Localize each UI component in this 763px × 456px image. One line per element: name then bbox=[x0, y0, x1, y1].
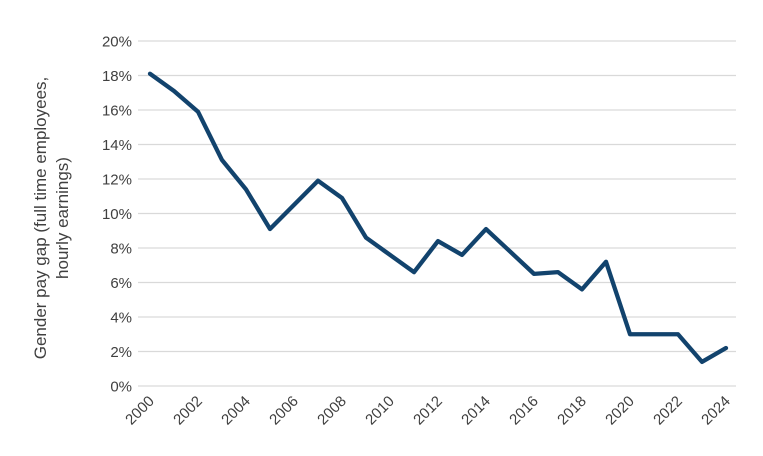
y-axis-title: Gender pay gap (full time employees, hou… bbox=[31, 77, 72, 360]
y-tick-label: 12% bbox=[102, 172, 132, 189]
y-tick-label: 0% bbox=[110, 379, 132, 396]
x-tick-label: 2006 bbox=[266, 393, 302, 429]
y-tick-label: 18% bbox=[102, 68, 132, 85]
y-axis-tick-labels: 0% 2% 4% 6% 8% 10% 12% 14% 16% 18% 20% bbox=[102, 34, 132, 396]
y-tick-label: 2% bbox=[110, 344, 132, 361]
y-tick-label: 4% bbox=[110, 310, 132, 327]
x-tick-label: 2022 bbox=[650, 393, 686, 429]
y-tick-label: 14% bbox=[102, 137, 132, 154]
x-tick-label: 2004 bbox=[218, 393, 254, 429]
y-tick-label: 10% bbox=[102, 206, 132, 223]
y-axis-title-line-1: Gender pay gap (full time employees, bbox=[31, 77, 50, 360]
x-tick-label: 2000 bbox=[122, 393, 158, 429]
x-axis-tick-labels: 2000 2002 2004 2006 2008 2010 2012 2014 2016 2018… bbox=[122, 393, 734, 429]
x-tick-label: 2016 bbox=[506, 393, 542, 429]
y-tick-label: 6% bbox=[110, 275, 132, 292]
pay-gap-line bbox=[147, 71, 729, 365]
x-tick-label: 2010 bbox=[362, 393, 398, 429]
x-tick-label: 2024 bbox=[698, 393, 734, 429]
x-tick-label: 2002 bbox=[170, 393, 206, 429]
x-tick-label: 2014 bbox=[458, 393, 494, 429]
y-axis-title-line-2: hourly earnings) bbox=[53, 157, 72, 279]
x-tick-label: 2018 bbox=[554, 393, 590, 429]
y-tick-label: 20% bbox=[102, 34, 132, 51]
y-tick-label: 16% bbox=[102, 103, 132, 120]
x-tick-label: 2008 bbox=[314, 393, 350, 429]
y-tick-label: 8% bbox=[110, 241, 132, 258]
x-tick-label: 2012 bbox=[410, 393, 446, 429]
data-series bbox=[147, 71, 729, 365]
x-tick-label: 2020 bbox=[602, 393, 638, 429]
